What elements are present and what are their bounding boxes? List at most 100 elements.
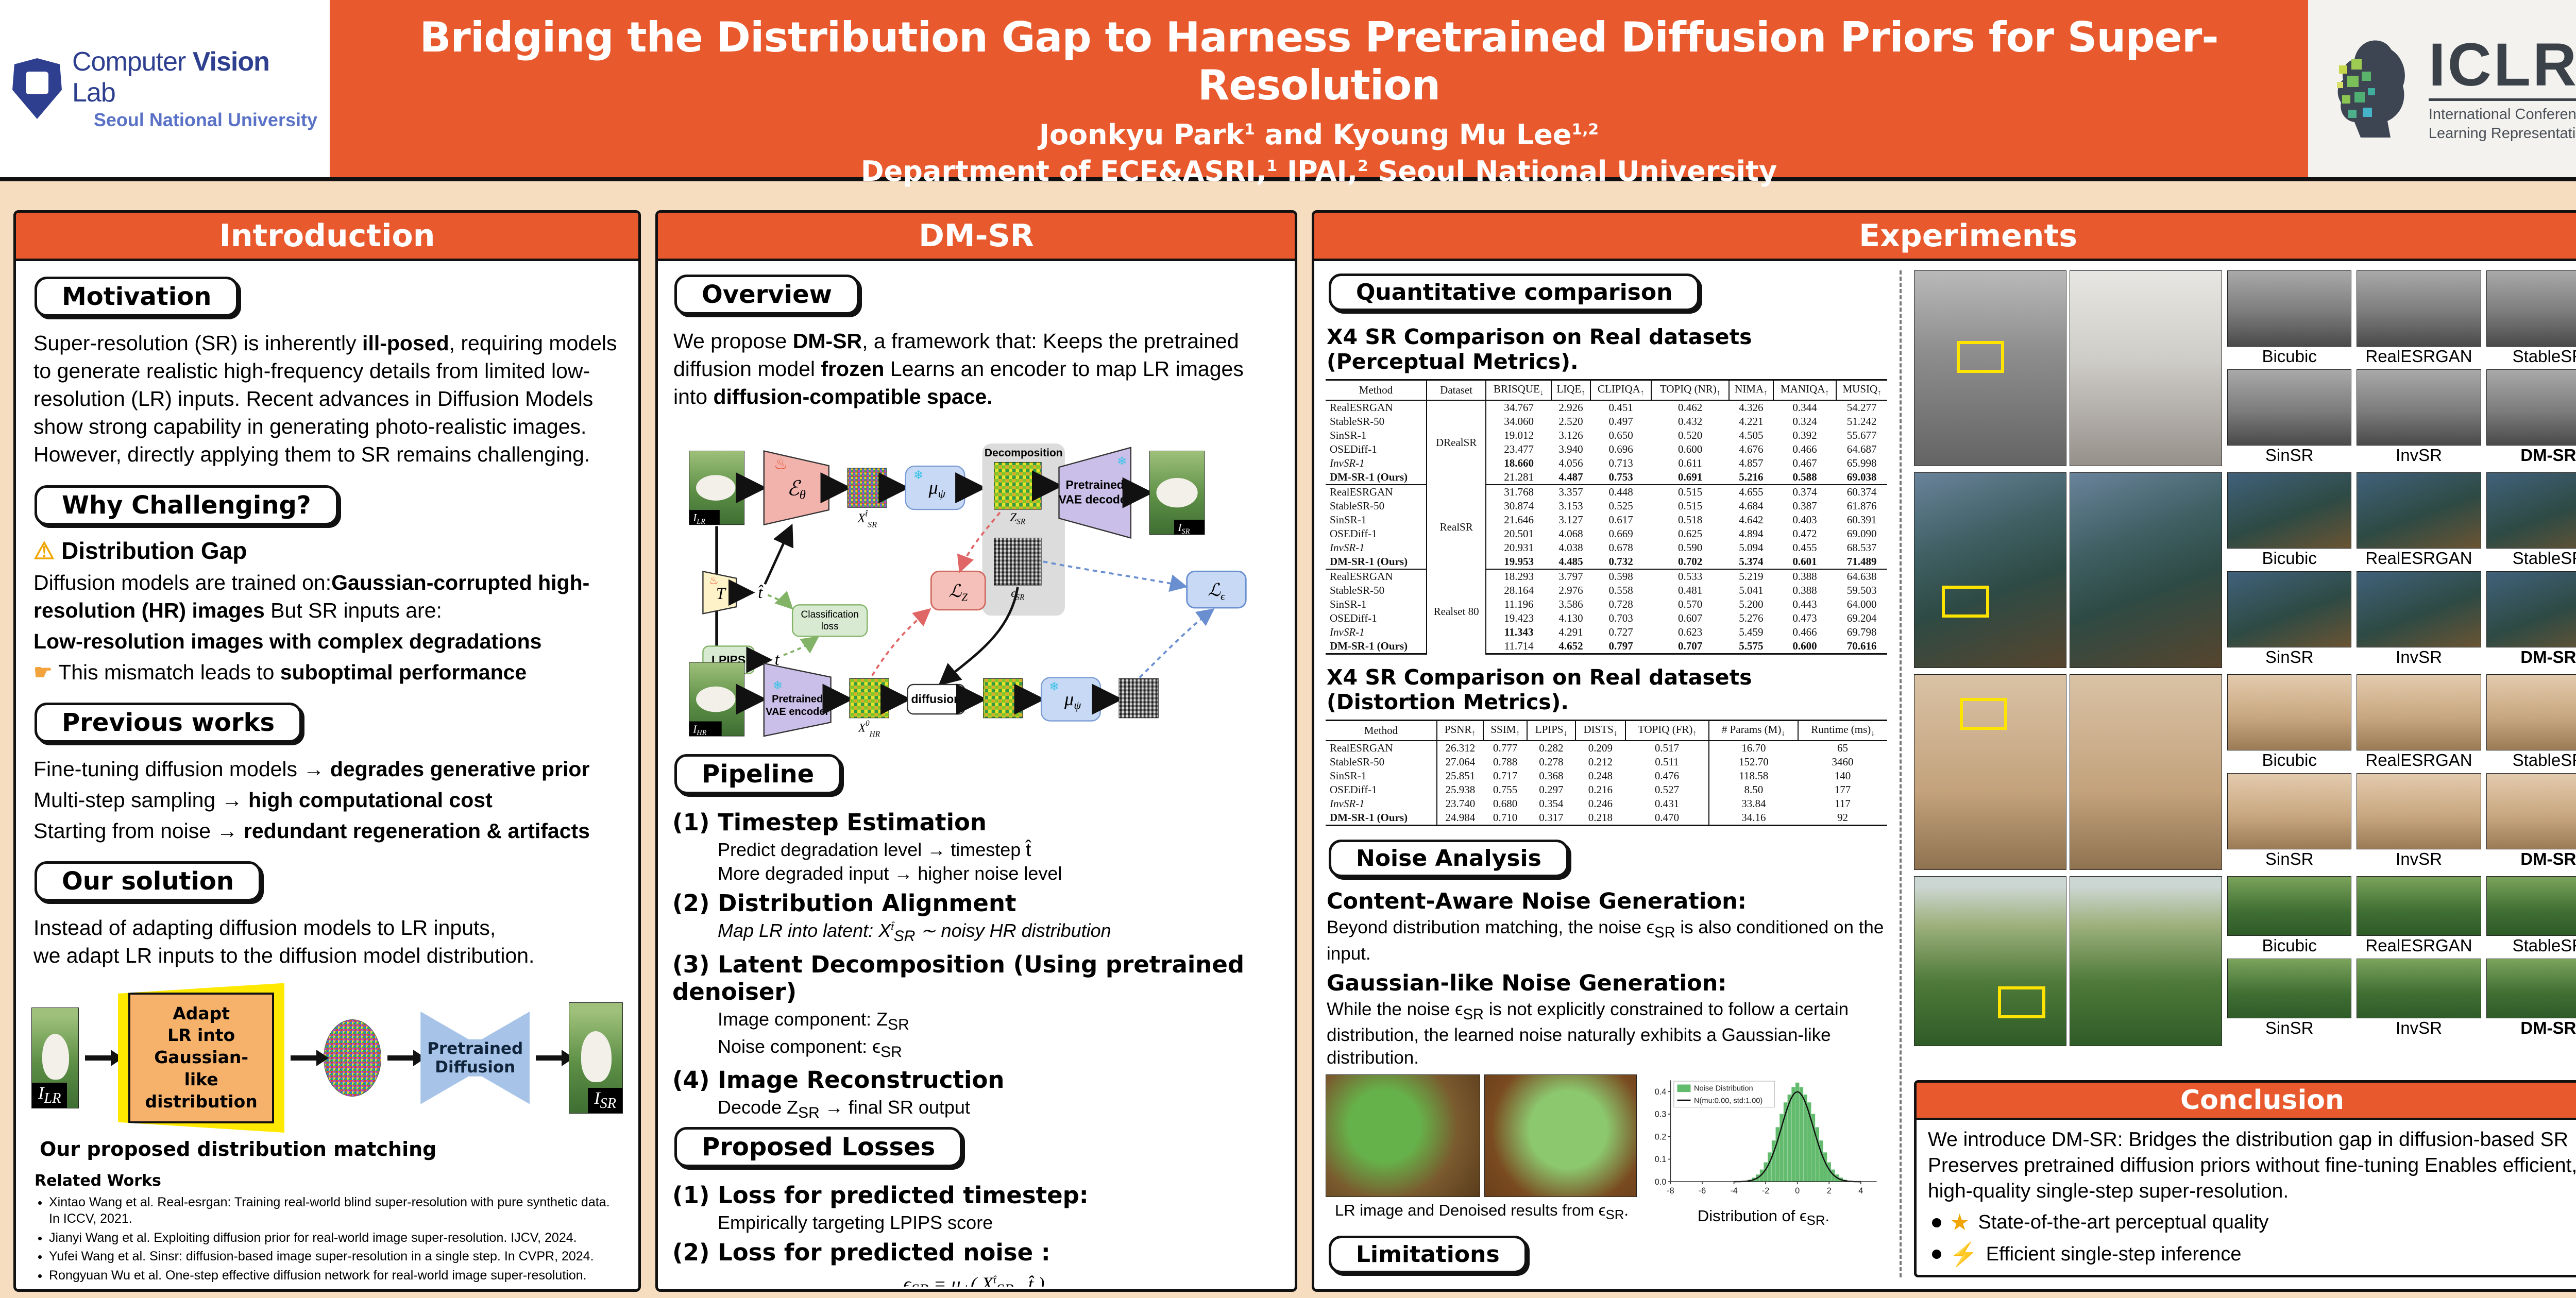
table1-caption: X4 SR Comparison on Real datasets (Perce… <box>1327 324 1752 374</box>
panel-conclusion: Conclusion We introduce DM-SR: Bridges t… <box>1914 1080 2576 1277</box>
reference-image <box>2070 674 2222 870</box>
crop-image <box>2227 472 2352 549</box>
crop-image <box>2486 876 2576 936</box>
pipeline-step-line: Decode ZSR → final SR output <box>718 1096 970 1122</box>
classification-loss-box <box>791 604 868 637</box>
noised-latent <box>983 678 1023 719</box>
bolt-icon: ⚡ <box>1950 1242 1978 1267</box>
vae-encoder-trapezoid <box>763 662 832 737</box>
method-label: StableSR <box>2486 750 2576 770</box>
svg-text:t̂: t̂ <box>758 584 764 602</box>
svg-text:-4: -4 <box>1730 1186 1737 1195</box>
qualitative-results-column: Bicubic RealESRGAN StableSR SinSR InvSR … <box>1914 270 2576 1277</box>
noise-ellipse <box>324 1019 382 1097</box>
poster-title: Bridging the Distribution Gap to Harness… <box>419 13 2218 109</box>
overview-text: We propose DM-SR, a framework that: Keep… <box>673 329 1244 409</box>
method-label: StableSR <box>2486 347 2576 366</box>
method-label-ours: DM-SR <box>2486 849 2576 869</box>
crop-image <box>2486 571 2576 647</box>
loss-heading: (2) Loss for predicted noise : <box>672 1239 1050 1267</box>
method-label: Bicubic <box>2227 750 2352 770</box>
motivation-text: Super-resolution (SR) is inherently ill-… <box>33 331 617 467</box>
method-label: StableSR <box>2486 936 2576 955</box>
svg-text:Pretrained: Pretrained <box>1066 478 1124 491</box>
related-work-item: Rongyuan Wu et al. One-step effective di… <box>49 1267 623 1287</box>
why-line-3: ☛ This mismatch leads to suboptimal perf… <box>33 660 527 684</box>
crop-image <box>2227 876 2352 936</box>
distribution-gap-heading: ⚠ Distribution Gap <box>33 537 247 564</box>
previous-line-3: Starting from noise → redundant regenera… <box>33 819 590 843</box>
loss-heading: (1) Loss for predicted timestep: <box>672 1182 1089 1209</box>
section-chip-quantitative: Quantitative comparison <box>1329 274 1700 311</box>
histogram-caption: Distribution of ϵSR. <box>1697 1206 1830 1228</box>
svg-text:ϵSR: ϵSR <box>1011 587 1025 602</box>
poster-affiliation: Department of ECE&ASRI,1 IPAI,2 Seoul Na… <box>860 155 1777 187</box>
dmsr-header: DM-SR <box>658 213 1295 261</box>
svg-text:0.3: 0.3 <box>1655 1109 1667 1119</box>
lr-image-tag: ILR <box>32 1082 67 1108</box>
section-chip-our-solution: Our solution <box>35 861 262 902</box>
pipeline-steps: (1) Timestep Estimation Predict degradat… <box>671 809 1281 1122</box>
cvl-lab-name: Computer Vision Lab <box>72 47 270 108</box>
arrow-right-icon <box>387 1049 426 1066</box>
pretrained-diffusion-block: Pretrained Diffusion <box>420 1011 530 1104</box>
svg-text:-6: -6 <box>1699 1186 1706 1195</box>
noise-component-eps <box>994 538 1042 586</box>
method-label-ours: DM-SR <box>2486 446 2576 465</box>
loss-items: (1) Loss for predicted timestep: Empiric… <box>671 1182 1281 1287</box>
fire-icon: ♨ <box>774 455 788 473</box>
svg-text:T: T <box>716 585 726 603</box>
pipeline-step-line: More degraded input → higher noise level <box>718 863 1062 884</box>
gaussian-like-text: While the noise ϵSR is not explicitly co… <box>1327 999 1849 1068</box>
panel-introduction: Introduction Motivation Super-resolution… <box>13 210 641 1292</box>
svg-text:0.2: 0.2 <box>1655 1132 1667 1141</box>
svg-text:ZSR: ZSR <box>1010 511 1025 526</box>
method-label: InvSR <box>2357 1018 2481 1038</box>
snowflake-icon: ❄ <box>773 679 783 692</box>
introduction-header: Introduction <box>16 213 638 261</box>
method-label: Bicubic <box>2227 549 2352 568</box>
pipeline-step-heading: (4) Image Reconstruction <box>672 1066 1005 1094</box>
crop-image <box>2357 369 2481 446</box>
crop-image <box>2227 959 2352 1018</box>
distortion-metrics-table: Method PSNR↑ SSIM↑ LPIPS↓ DISTS↓ TOPIQ (FR)↑ #… <box>1326 720 1887 827</box>
pipeline-step-line: Noise component: ϵSR <box>718 1035 902 1061</box>
qualitative-row-sailor: Bicubic RealESRGAN StableSR SinSR InvSR … <box>1914 270 2576 466</box>
svg-text:N(mu:0.00, std:1.00): N(mu:0.00, std:1.00) <box>1694 1097 1762 1105</box>
reference-image <box>2070 270 2222 466</box>
bullet-dot-icon <box>1932 1250 1941 1259</box>
crop-image <box>2357 571 2481 647</box>
svg-text:4: 4 <box>1858 1186 1863 1195</box>
crop-image <box>2486 270 2576 347</box>
svg-text:ℒZ: ℒZ <box>949 582 968 604</box>
solution-diagram: ILR Adapt LR into Gaussian-like distributi… <box>31 983 623 1133</box>
method-label-ours: DM-SR <box>2486 1018 2576 1038</box>
bullet-text: State-of-the-art perceptual quality <box>1978 1211 2269 1233</box>
crop-image <box>2227 369 2352 446</box>
panel-dmsr: DM-SR Overview We propose DM-SR, a frame… <box>655 210 1297 1292</box>
pipeline-step-heading: (1) Timestep Estimation <box>672 809 987 836</box>
crop-image <box>2357 270 2481 347</box>
content-aware-heading: Content-Aware Noise Generation: <box>1327 889 1747 915</box>
iclr-logo: ICLR International Conference On Learnin… <box>2308 0 2576 177</box>
method-label: SinSR <box>2227 1018 2352 1038</box>
related-work-item: Yufei Wang et al. Sinsr: diffusion-based… <box>49 1248 623 1265</box>
source-image <box>1914 876 2066 1046</box>
snu-shield-icon <box>12 58 62 119</box>
method-label-ours: DM-SR <box>2486 647 2576 667</box>
svg-text:ILR: ILR <box>692 511 705 526</box>
related-works-heading: Related Works <box>35 1171 161 1190</box>
svg-text:Classification: Classification <box>801 609 858 620</box>
conclusion-header: Conclusion <box>1917 1083 2576 1120</box>
previous-line-2: Multi-step sampling → high computational… <box>33 788 493 812</box>
method-label: SinSR <box>2227 849 2352 869</box>
section-chip-proposed-losses: Proposed Losses <box>674 1127 963 1168</box>
qualitative-row-castle: Bicubic RealESRGAN StableSR SinSR InvSR … <box>1914 876 2576 1046</box>
predicted-noise <box>1118 678 1159 719</box>
source-image <box>1914 270 2066 466</box>
method-label: StableSR <box>2486 549 2576 568</box>
section-chip-limitations: Limitations <box>1329 1235 1527 1273</box>
poster-header: Computer Vision Lab Seoul National Unive… <box>0 0 2576 187</box>
fire-icon: ♨ <box>709 575 719 587</box>
reference-image <box>2070 876 2222 1046</box>
